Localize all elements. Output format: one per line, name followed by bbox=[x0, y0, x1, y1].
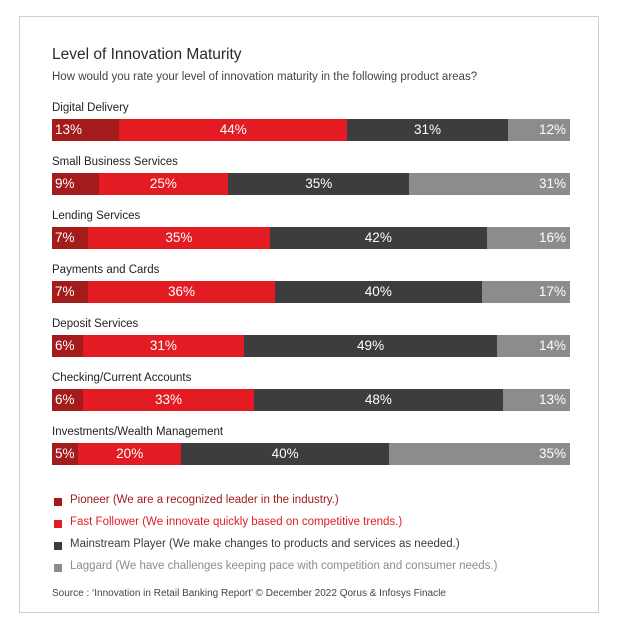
legend-label: Laggard (We have challenges keeping pace… bbox=[70, 560, 498, 572]
category-label: Deposit Services bbox=[52, 318, 139, 330]
legend-swatch bbox=[54, 542, 62, 550]
chart-subtitle: How would you rate your level of innovat… bbox=[52, 71, 478, 83]
bar-segment-laggard: 14% bbox=[497, 335, 570, 357]
data-label: 9% bbox=[55, 176, 75, 191]
bar-segment-fast-follower: 36% bbox=[88, 281, 275, 303]
data-label: 31% bbox=[538, 176, 566, 191]
category-label: Investments/Wealth Management bbox=[52, 426, 224, 438]
bar-segment-mainstream-player: 35% bbox=[228, 173, 410, 195]
bar-segment-laggard: 17% bbox=[481, 281, 570, 303]
bar-segment-fast-follower: 20% bbox=[77, 443, 182, 465]
data-label: 6% bbox=[55, 392, 75, 407]
data-label: 33% bbox=[155, 392, 183, 407]
stacked-bar: 13% 44% 31% 12% bbox=[52, 119, 570, 141]
category-label: Small Business Services bbox=[52, 156, 178, 168]
data-label: 31% bbox=[414, 122, 442, 137]
data-label: 12% bbox=[538, 122, 566, 137]
bar-row: Payments and Cards 7% 36% 40% 17% bbox=[52, 264, 570, 318]
category-label: Digital Delivery bbox=[52, 102, 129, 114]
stacked-bar: 5% 20% 40% 35% bbox=[52, 443, 570, 465]
data-label: 6% bbox=[55, 338, 75, 353]
bar-segment-pioneer: 5% bbox=[52, 443, 78, 465]
bar-segment-fast-follower: 44% bbox=[119, 119, 348, 141]
data-label: 35% bbox=[165, 230, 193, 245]
data-label: 31% bbox=[149, 338, 177, 353]
legend-swatch bbox=[54, 564, 62, 572]
bar-segment-pioneer: 6% bbox=[52, 389, 84, 411]
bar-row: Small Business Services 9% 25% 35% 31% bbox=[52, 156, 570, 210]
data-label: 13% bbox=[55, 122, 83, 137]
stacked-bar: 6% 31% 49% 14% bbox=[52, 335, 570, 357]
data-label: 16% bbox=[538, 230, 566, 245]
bar-segment-laggard: 13% bbox=[502, 389, 570, 411]
bar-segment-pioneer: 9% bbox=[52, 173, 99, 195]
stacked-bar: 9% 25% 35% 31% bbox=[52, 173, 570, 195]
bar-segment-fast-follower: 31% bbox=[83, 335, 244, 357]
category-label: Checking/Current Accounts bbox=[52, 372, 192, 384]
data-label: 13% bbox=[538, 392, 566, 407]
data-label: 14% bbox=[538, 338, 566, 353]
bar-segment-pioneer: 13% bbox=[52, 119, 120, 141]
stacked-bar: 6% 33% 48% 13% bbox=[52, 389, 570, 411]
bar-segment-laggard: 12% bbox=[507, 119, 570, 141]
bar-segment-mainstream-player: 42% bbox=[269, 227, 488, 249]
legend-label: Pioneer (We are a recognized leader in t… bbox=[70, 494, 339, 506]
data-label: 17% bbox=[538, 284, 566, 299]
bar-segment-pioneer: 7% bbox=[52, 281, 89, 303]
source-note: Source : ‘Innovation in Retail Banking R… bbox=[52, 588, 446, 599]
category-label: Lending Services bbox=[52, 210, 141, 222]
bar-segment-fast-follower: 33% bbox=[83, 389, 255, 411]
bar-segment-laggard: 35% bbox=[388, 443, 570, 465]
bar-rows: Digital Delivery 13% 44% 31% 12% Small Busine… bbox=[52, 102, 570, 480]
bar-segment-mainstream-player: 40% bbox=[274, 281, 482, 303]
bar-segment-laggard: 16% bbox=[487, 227, 570, 249]
bar-segment-fast-follower: 25% bbox=[98, 173, 229, 195]
data-label: 35% bbox=[538, 446, 566, 461]
data-label: 49% bbox=[357, 338, 385, 353]
data-label: 7% bbox=[55, 284, 75, 299]
data-label: 7% bbox=[55, 230, 75, 245]
data-label: 5% bbox=[55, 446, 75, 461]
bar-row: Lending Services 7% 35% 42% 16% bbox=[52, 210, 570, 264]
bar-row: Digital Delivery 13% 44% 31% 12% bbox=[52, 102, 570, 156]
legend-label: Mainstream Player (We make changes to pr… bbox=[70, 538, 460, 550]
bar-row: Deposit Services 6% 31% 49% 14% bbox=[52, 318, 570, 372]
bar-segment-mainstream-player: 40% bbox=[181, 443, 389, 465]
bar-segment-pioneer: 6% bbox=[52, 335, 84, 357]
stacked-bar: 7% 35% 42% 16% bbox=[52, 227, 570, 249]
data-label: 25% bbox=[149, 176, 177, 191]
data-label: 20% bbox=[116, 446, 144, 461]
bar-segment-fast-follower: 35% bbox=[88, 227, 270, 249]
legend-swatch bbox=[54, 520, 62, 528]
bar-segment-laggard: 31% bbox=[409, 173, 570, 195]
chart-frame bbox=[19, 16, 599, 613]
category-label: Payments and Cards bbox=[52, 264, 160, 276]
bar-segment-mainstream-player: 31% bbox=[347, 119, 508, 141]
bar-segment-pioneer: 7% bbox=[52, 227, 89, 249]
legend-swatch bbox=[54, 498, 62, 506]
chart-title: Level of Innovation Maturity bbox=[52, 46, 242, 63]
data-label: 35% bbox=[305, 176, 333, 191]
data-label: 48% bbox=[364, 392, 392, 407]
bar-segment-mainstream-player: 48% bbox=[254, 389, 503, 411]
bar-segment-mainstream-player: 49% bbox=[243, 335, 498, 357]
data-label: 42% bbox=[364, 230, 392, 245]
data-label: 36% bbox=[167, 284, 195, 299]
data-label: 40% bbox=[271, 446, 299, 461]
bar-row: Investments/Wealth Management 5% 20% 40% 35% bbox=[52, 426, 570, 480]
data-label: 40% bbox=[364, 284, 392, 299]
bar-row: Checking/Current Accounts 6% 33% 48% 13% bbox=[52, 372, 570, 426]
data-label: 44% bbox=[219, 122, 247, 137]
legend-label: Fast Follower (We innovate quickly based… bbox=[70, 516, 403, 528]
stacked-bar: 7% 36% 40% 17% bbox=[52, 281, 570, 303]
